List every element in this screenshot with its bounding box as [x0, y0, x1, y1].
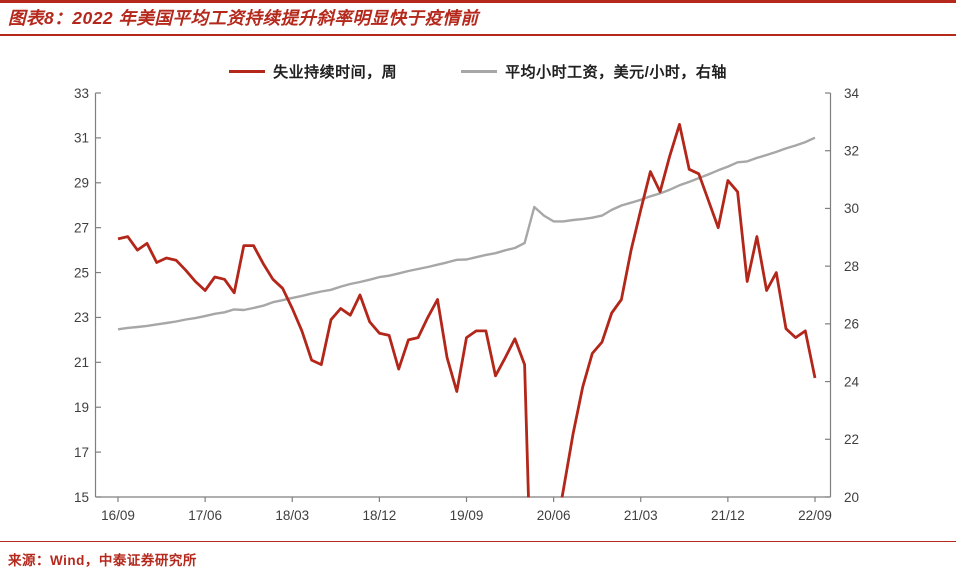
left-axis-tick-label: 33 — [74, 86, 89, 101]
left-axis-tick-label: 27 — [74, 220, 89, 235]
page-title: 图表8：2022 年美国平均工资持续提升斜率明显快于疫情前 — [8, 8, 479, 28]
source-note: 来源：Wind，中泰证券研究所 — [0, 541, 956, 569]
left-axis-tick-label: 17 — [74, 445, 89, 460]
gray-line-swatch-icon — [461, 69, 498, 74]
left-axis-ticks: 15 17 19 21 23 25 27 29 31 33 — [74, 86, 101, 505]
legend-label: 平均小时工资，美元/小时，右轴 — [505, 64, 727, 81]
left-axis-tick-label: 15 — [74, 490, 89, 505]
right-axis-tick-label: 22 — [844, 432, 859, 447]
right-axis-tick-label: 32 — [844, 144, 859, 159]
left-axis-tick-label: 19 — [74, 400, 89, 415]
right-axis-tick-label: 30 — [844, 201, 859, 216]
figure-title-block: 图表8：2022 年美国平均工资持续提升斜率明显快于疫情前 — [0, 0, 956, 36]
x-axis-tick-label: 21/03 — [624, 508, 658, 523]
x-axis-tick-label: 16/09 — [101, 508, 135, 523]
legend-item-unemployment-duration: 失业持续时间，周 — [229, 61, 397, 82]
left-axis-tick-label: 21 — [74, 355, 89, 370]
left-axis-tick-label: 31 — [74, 131, 89, 146]
right-axis-tick-label: 28 — [844, 259, 859, 274]
x-axis-tick-label: 22/09 — [798, 508, 832, 523]
right-axis-tick-label: 20 — [844, 490, 859, 505]
legend-item-hourly-wage: 平均小时工资，美元/小时，右轴 — [461, 61, 727, 82]
right-axis-tick-label: 26 — [844, 317, 859, 332]
x-axis-ticks: 16/09 17/06 18/03 18/12 19/09 20/06 21/03 21/12… — [101, 497, 832, 523]
red-line-swatch-icon — [229, 69, 266, 74]
right-axis-ticks: 20 22 24 26 28 30 32 34 — [825, 86, 860, 505]
hourly-wage-line — [117, 136, 816, 331]
unemployment-duration-line — [117, 123, 817, 498]
x-axis-tick-label: 18/03 — [275, 508, 309, 523]
left-axis-tick-label: 29 — [74, 176, 89, 191]
chart-legend: 失业持续时间，周 平均小时工资，美元/小时，右轴 — [0, 61, 956, 82]
x-axis-tick-label: 17/06 — [188, 508, 222, 523]
series-lines — [117, 123, 817, 498]
x-axis-tick-label: 18/12 — [362, 508, 396, 523]
axes — [94, 93, 832, 498]
legend-label: 失业持续时间，周 — [273, 64, 398, 81]
x-axis-tick-label: 20/06 — [537, 508, 571, 523]
left-axis-tick-label: 23 — [74, 310, 89, 325]
right-axis-tick-label: 34 — [844, 86, 860, 101]
x-axis-tick-label: 19/09 — [450, 508, 484, 523]
left-axis-tick-label: 25 — [74, 265, 89, 280]
right-axis-tick-label: 24 — [844, 374, 860, 389]
x-axis-tick-label: 21/12 — [711, 508, 745, 523]
